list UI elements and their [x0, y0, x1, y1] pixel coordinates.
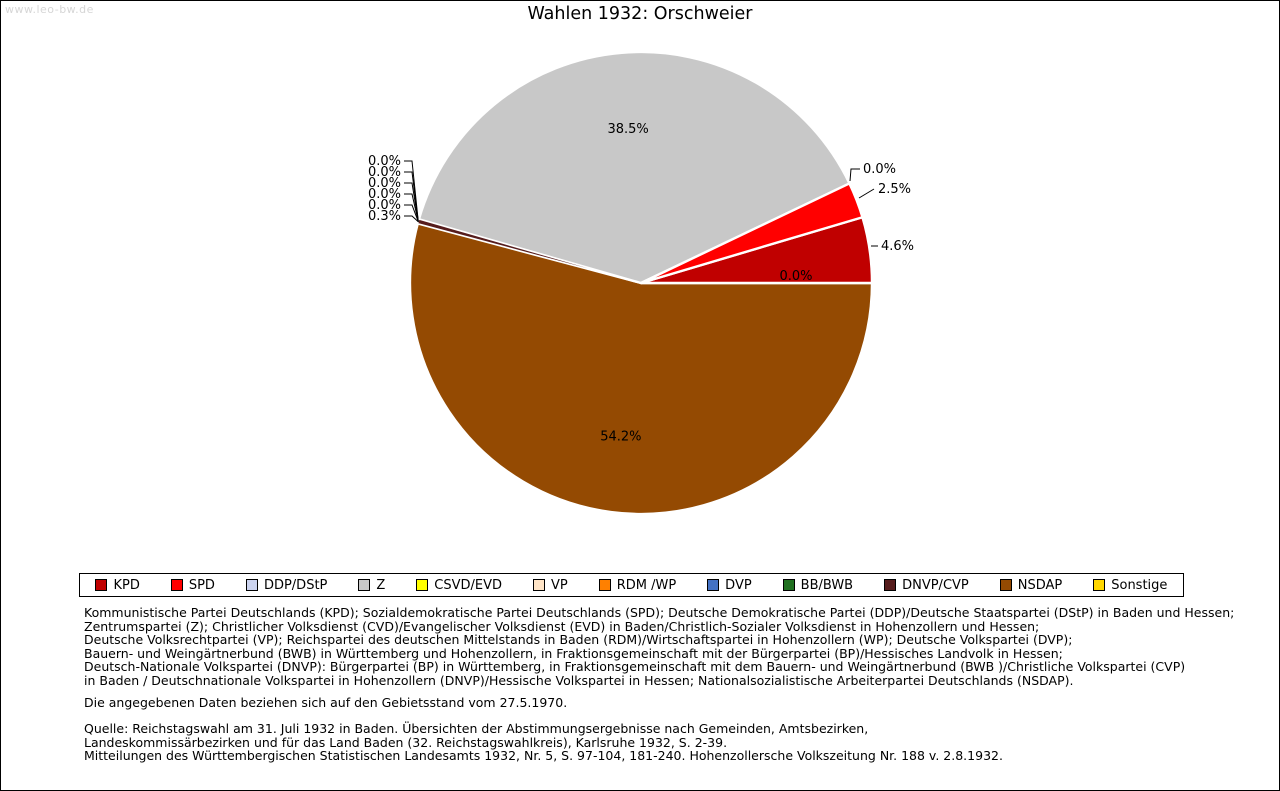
text-line: Kommunistische Partei Deutschlands (KPD)… — [84, 605, 1235, 620]
legend-label: DNVP/CVP — [902, 577, 969, 593]
legend-item-nsdap: NSDAP — [999, 577, 1063, 593]
legend-swatch — [884, 579, 897, 591]
pie-slice-z — [417, 50, 851, 285]
legend-label: RDM /WP — [616, 577, 677, 593]
pie-chart: 4.6%2.5%0.0%38.5%0.0%0.0%0.0%0.0%0.0%0.3… — [368, 50, 914, 516]
legend-label: KPD — [113, 577, 140, 593]
text-line: Deutsche Volksrechtpartei (VP); Reichspa… — [84, 632, 1073, 647]
slice-label-vp: 0.0% — [368, 165, 401, 180]
legend-swatch — [999, 579, 1012, 591]
slice-label-ddp-dstp: 0.0% — [863, 162, 896, 177]
legend-item-rdm-wp: RDM /WP — [598, 577, 677, 593]
text-line: Zentrumspartei (Z); Christlicher Volksdi… — [84, 618, 1040, 634]
legend-item-vp: VP — [532, 577, 568, 593]
territorial-note: Die angegebenen Daten beziehen sich auf … — [84, 696, 1259, 710]
legend-swatch — [245, 579, 258, 591]
page-title: Wahlen 1932: Orschweier — [527, 4, 753, 24]
legend-item-kpd: KPD — [95, 577, 140, 593]
legend-swatch — [532, 579, 545, 591]
pie-slice-spd — [639, 182, 864, 285]
legend-label: BB/BWB — [800, 577, 854, 593]
legend-label: Z — [376, 577, 386, 593]
slice-label-rdm-wp: 0.0% — [368, 176, 401, 191]
label-leader-line — [849, 168, 860, 182]
legend-swatch — [416, 579, 429, 591]
party-descriptions: Kommunistische Partei Deutschlands (KPD)… — [84, 606, 1259, 687]
legend-item-dvp: DVP — [707, 578, 752, 593]
label-leader-line — [404, 215, 419, 223]
source-citation: Quelle: Reichstagswahl am 31. Juli 1932 … — [84, 722, 1259, 763]
legend-label: Sonstige — [1111, 577, 1168, 593]
text-line: Mitteilungen des Württembergischen Stati… — [84, 748, 1003, 763]
legend-swatch — [170, 579, 183, 591]
legend-swatch — [358, 579, 371, 591]
legend-item-ddp-dstp: DDP/DStP — [245, 577, 328, 593]
pie-slice-nsdap — [408, 222, 874, 516]
label-leader-line — [404, 182, 419, 222]
legend-item-dnvp-cvp: DNVP/CVP — [884, 578, 969, 593]
legend-label: CSVD/EVD — [434, 577, 502, 593]
label-leader-line — [404, 171, 419, 222]
slice-label-csvd-evd: 0.0% — [368, 154, 401, 169]
legend-label: VP — [550, 577, 568, 593]
legend-swatch — [1093, 579, 1106, 591]
legend-item-sonstige: Sonstige — [1093, 578, 1167, 593]
legend: KPD SPD DDP/DStP Z CSVD/EVD VP RDM /WP DVP BB/BW… — [79, 573, 1184, 597]
slice-label-dvp: 0.0% — [368, 187, 401, 202]
label-leader-line — [404, 204, 419, 222]
slice-label-spd: 2.5% — [878, 182, 911, 197]
legend-label: DDP/DStP — [263, 577, 328, 593]
legend-item-csvd-evd: CSVD/EVD — [416, 578, 502, 593]
legend-label: DVP — [725, 577, 752, 593]
legend-item-bb-bwb: BB/BWB — [782, 577, 854, 593]
slice-label-z: 38.5% — [607, 122, 648, 137]
legend-swatch — [95, 579, 108, 591]
text-line: Deutsch-Nationale Volkspartei (DNVP): Bü… — [84, 659, 1186, 674]
text-line: Quelle: Reichstagswahl am 31. Juli 1932 … — [84, 721, 869, 736]
text-line: in Baden / Deutschnationale Volkspartei … — [84, 672, 1074, 688]
legend-label: NSDAP — [1017, 577, 1063, 593]
legend-item-z: Z — [358, 578, 385, 593]
text-line: Landeskommissärbezirken und für das Land… — [84, 734, 728, 750]
slice-label-sonstige: 0.0% — [779, 269, 812, 284]
slice-label-kpd: 4.6% — [881, 239, 914, 254]
slice-label-bb-bwb: 0.0% — [368, 198, 401, 213]
label-leader-line — [858, 188, 875, 199]
text-line: Die angegebenen Daten beziehen sich auf … — [84, 695, 568, 710]
label-leader-line — [404, 193, 419, 222]
legend-swatch — [782, 579, 795, 591]
slice-label-dnvp-cvp: 0.3% — [368, 209, 401, 224]
slice-label-nsdap: 54.2% — [600, 430, 641, 445]
legend-swatch — [598, 579, 611, 591]
legend-label: SPD — [188, 577, 215, 593]
watermark: www.leo-bw.de — [5, 3, 94, 16]
legend-swatch — [707, 579, 720, 591]
legend-item-spd: SPD — [170, 577, 215, 593]
text-line: Bauern- und Weingärtnerbund (BWB) in Wür… — [84, 645, 1063, 661]
